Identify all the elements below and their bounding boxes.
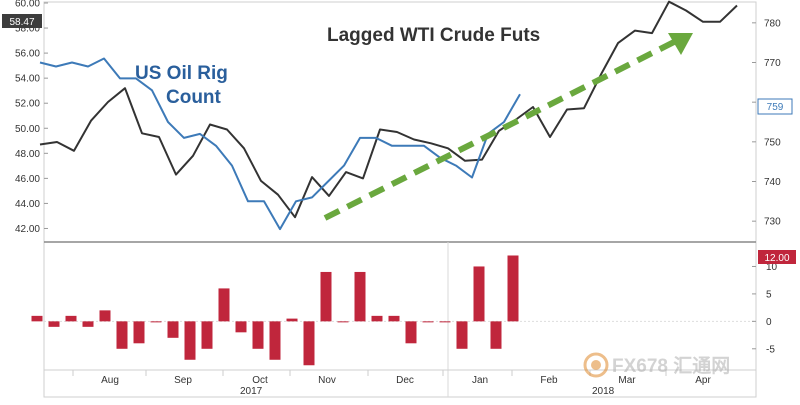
bar-tick-label: -5 bbox=[766, 344, 775, 355]
bar bbox=[167, 321, 179, 338]
bar bbox=[337, 321, 349, 323]
bar bbox=[371, 315, 383, 322]
bar bbox=[473, 266, 485, 322]
left-tick-label: 52.00 bbox=[15, 99, 40, 110]
left-current-value: 58.47 bbox=[9, 17, 34, 28]
x-tick-label: Feb bbox=[540, 375, 558, 386]
bar bbox=[218, 288, 230, 322]
trend-arrow bbox=[323, 33, 693, 221]
left-tick-label: 58.00 bbox=[15, 24, 40, 35]
right-tick-label: 770 bbox=[764, 58, 781, 69]
x-tick-label: Jan bbox=[472, 375, 488, 386]
bar bbox=[150, 321, 162, 323]
bar-current-badge bbox=[758, 250, 796, 264]
left-tick-label: 50.00 bbox=[15, 124, 40, 135]
line-series-wti bbox=[39, 0, 738, 219]
left-tick-label: 44.00 bbox=[15, 199, 40, 210]
right-current-value: 759 bbox=[767, 102, 784, 113]
bar-tick-label: 5 bbox=[766, 289, 772, 300]
bar-tick-label: 0 bbox=[766, 317, 772, 328]
bar bbox=[31, 315, 43, 322]
bar bbox=[201, 321, 213, 349]
bar bbox=[184, 321, 196, 360]
trend-arrow-head bbox=[668, 33, 693, 55]
watermark: FX678 汇通网 bbox=[583, 352, 730, 378]
bar bbox=[303, 321, 315, 366]
bar bbox=[133, 321, 145, 344]
bar bbox=[116, 321, 128, 349]
bar bbox=[456, 321, 468, 349]
right-tick-label: 780 bbox=[764, 18, 781, 29]
bar bbox=[99, 310, 111, 322]
left-tick-label: 46.00 bbox=[15, 174, 40, 185]
bar bbox=[235, 321, 247, 333]
x-tick-label: Sep bbox=[174, 375, 192, 386]
annotation-lagged-wti: Lagged WTI Crude Futs bbox=[327, 25, 540, 46]
bar bbox=[65, 315, 77, 322]
left-tick-label: 42.00 bbox=[15, 224, 40, 235]
bar bbox=[252, 321, 264, 349]
watermark-text: FX678 汇通网 bbox=[612, 355, 730, 377]
x-tick-label: Oct bbox=[252, 375, 268, 386]
year-label-2017: 2017 bbox=[240, 386, 263, 397]
bar bbox=[286, 318, 298, 322]
title-line-2: Count bbox=[166, 87, 222, 108]
bar bbox=[82, 321, 94, 327]
bar bbox=[439, 321, 451, 323]
x-tick-label: Dec bbox=[396, 375, 414, 386]
watermark-logo-dot bbox=[591, 360, 601, 370]
bar bbox=[507, 255, 519, 322]
bar bbox=[422, 321, 434, 323]
bar-tick-label: 10 bbox=[766, 262, 778, 273]
bar bbox=[354, 271, 366, 322]
left-tick-label: 48.00 bbox=[15, 149, 40, 160]
bar-axis: -5 0 5 10 bbox=[44, 262, 778, 355]
bar-current-value: 12.00 bbox=[764, 253, 789, 264]
right-current-badge bbox=[757, 98, 793, 115]
trend-arrow-line bbox=[323, 37, 680, 221]
line-series-rig-count bbox=[39, 57, 521, 231]
x-tick-label: Nov bbox=[318, 375, 336, 386]
right-tick-label: 730 bbox=[764, 217, 781, 228]
watermark-logo-icon bbox=[583, 352, 609, 378]
bar bbox=[405, 321, 417, 344]
x-tick-label: Aug bbox=[101, 375, 119, 386]
left-tick-label: 60.00 bbox=[15, 0, 40, 10]
bar bbox=[388, 315, 400, 322]
bar bbox=[320, 271, 332, 322]
left-axis: 42.00 44.00 46.00 48.00 50.00 52.00 54.00 56.00… bbox=[15, 0, 48, 235]
title-line-1: US Oil Rig bbox=[135, 63, 228, 84]
left-tick-label: 54.00 bbox=[15, 74, 40, 85]
bar bbox=[490, 321, 502, 349]
x-tick-label: Mar bbox=[618, 375, 636, 386]
left-tick-label: 56.00 bbox=[15, 49, 40, 60]
x-axis-ticks: Aug Sep Oct Nov Dec Jan Feb Mar Apr bbox=[72, 370, 711, 386]
bar bbox=[48, 321, 60, 327]
bar-series bbox=[31, 255, 519, 366]
bar bbox=[269, 321, 281, 360]
x-tick-label: Apr bbox=[695, 375, 711, 386]
year-label-2018: 2018 bbox=[592, 386, 615, 397]
right-tick-label: 750 bbox=[764, 137, 781, 148]
left-current-badge bbox=[2, 14, 42, 28]
plot-frame bbox=[43, 1, 757, 398]
right-tick-label: 740 bbox=[764, 177, 781, 188]
